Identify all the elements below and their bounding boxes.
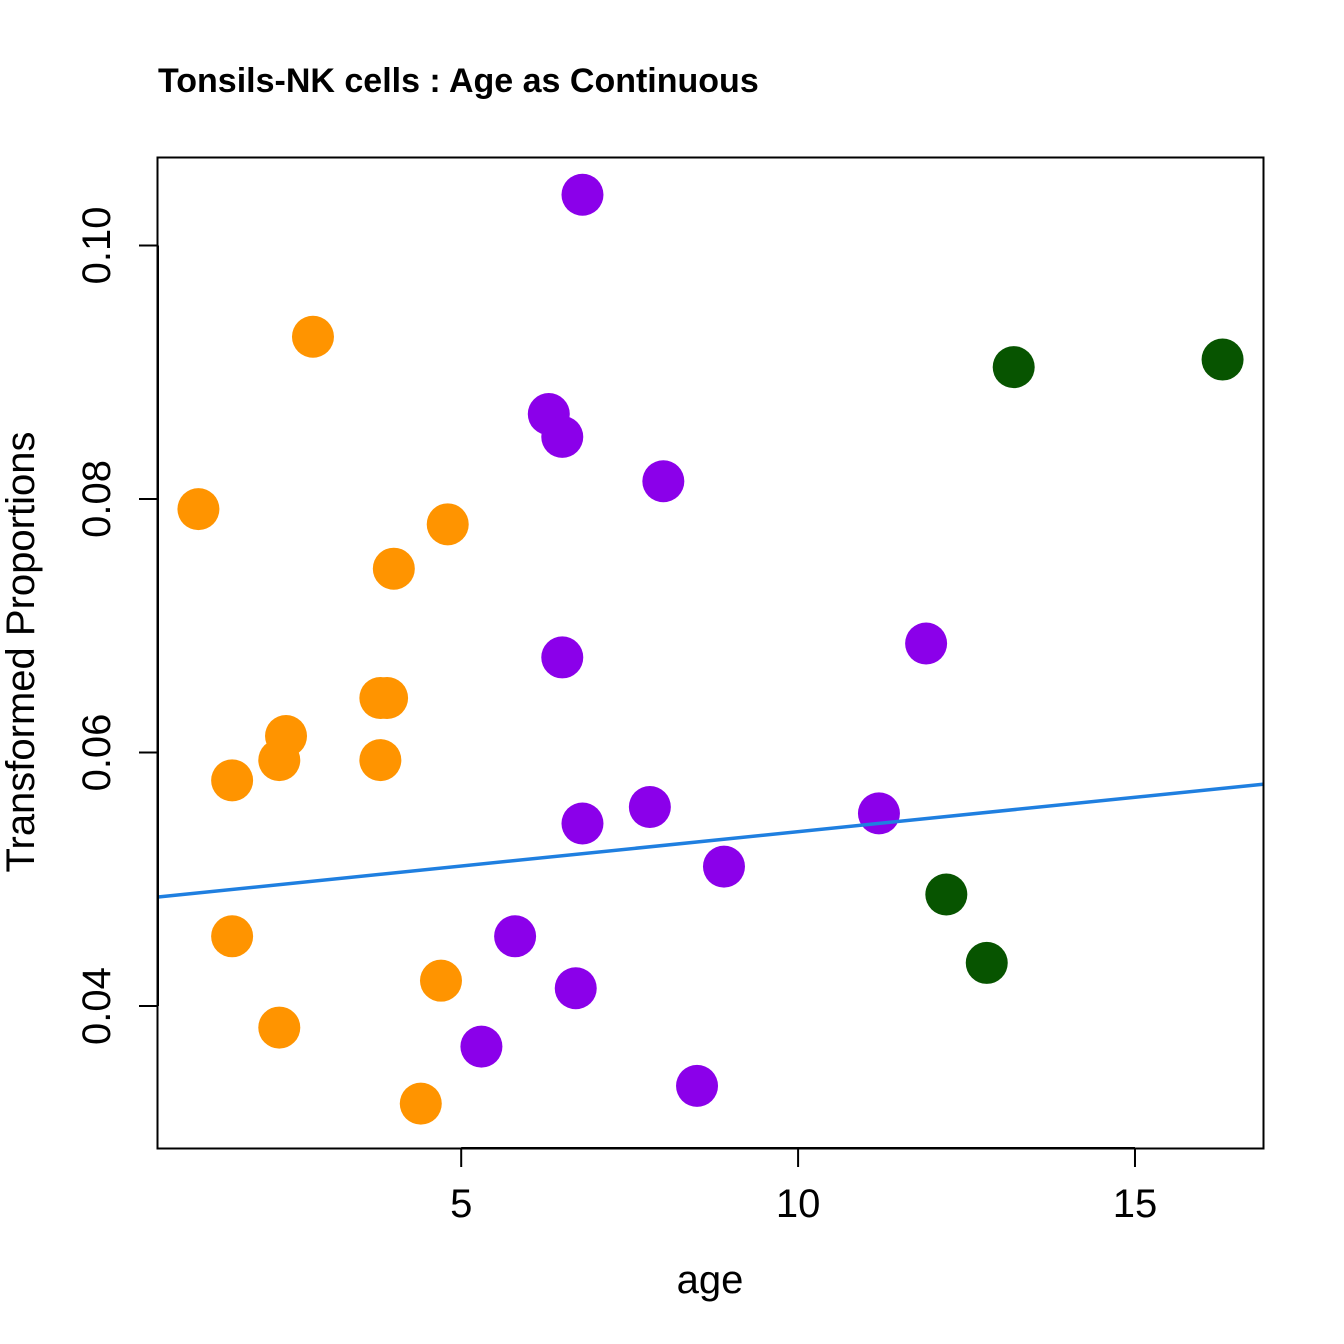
- data-point: [291, 315, 334, 358]
- data-point: [628, 786, 671, 829]
- y-tick-label: 0.04: [75, 967, 119, 1045]
- regression-layer: [157, 782, 1264, 899]
- data-point: [426, 503, 469, 546]
- x-tick-label: 5: [450, 1182, 472, 1226]
- data-point: [642, 460, 685, 503]
- x-tick-label: 15: [1113, 1182, 1158, 1226]
- y-tick-label: 0.10: [75, 207, 119, 285]
- data-point: [905, 622, 948, 665]
- data-point: [554, 967, 597, 1010]
- data-point: [992, 346, 1035, 389]
- data-point: [399, 1082, 442, 1125]
- data-point: [561, 173, 604, 216]
- data-point: [258, 1006, 301, 1049]
- chart-title: Tonsils-NK cells : Age as Continuous: [158, 62, 759, 100]
- x-axis-label: age: [677, 1258, 744, 1302]
- data-point: [211, 759, 254, 802]
- data-point: [857, 792, 900, 835]
- data-point: [359, 739, 402, 782]
- data-point: [366, 677, 409, 719]
- data-point: [702, 845, 745, 888]
- points-layer: [177, 173, 1244, 1125]
- data-point: [965, 941, 1008, 984]
- x-tick-label: 10: [776, 1182, 821, 1226]
- data-point: [561, 802, 604, 845]
- data-point: [372, 547, 415, 590]
- data-point: [494, 915, 537, 958]
- data-point: [177, 488, 220, 531]
- data-point: [541, 636, 584, 679]
- data-point: [541, 415, 584, 458]
- data-point: [676, 1064, 719, 1107]
- data-point: [460, 1025, 503, 1068]
- data-point: [211, 915, 254, 958]
- data-point: [1201, 338, 1244, 381]
- regression-line: [157, 782, 1264, 899]
- y-tick-label: 0.06: [75, 714, 119, 792]
- data-point: [925, 873, 968, 916]
- plot-frame: [156, 156, 1265, 1150]
- y-tick-label: 0.08: [75, 460, 119, 538]
- y-axis-label: Transformed Proportions: [0, 432, 43, 873]
- data-point: [419, 959, 462, 1002]
- axes-layer: 5 10 15 0.04 0.06 0.08 0.10: [75, 207, 1157, 1226]
- data-point: [265, 715, 308, 758]
